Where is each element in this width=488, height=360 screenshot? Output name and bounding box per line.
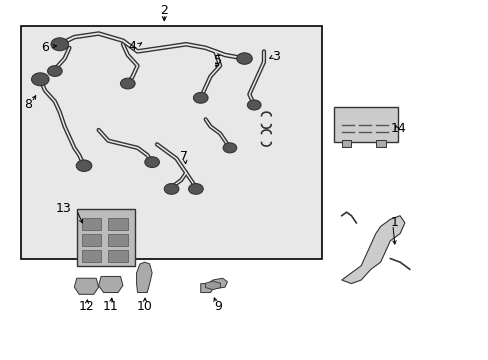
Text: 13: 13 [56, 202, 72, 215]
Text: 1: 1 [389, 216, 397, 229]
Circle shape [188, 184, 203, 194]
Bar [81, 217, 101, 230]
Text: 12: 12 [79, 300, 94, 313]
Bar [108, 234, 127, 246]
Polygon shape [136, 262, 152, 293]
Circle shape [51, 38, 68, 51]
Circle shape [76, 160, 92, 171]
Circle shape [144, 157, 159, 167]
Polygon shape [74, 278, 99, 294]
Text: 4: 4 [128, 40, 136, 53]
Polygon shape [99, 276, 122, 293]
Text: 11: 11 [102, 300, 119, 313]
Bar [21, 26, 322, 258]
Text: 7: 7 [180, 150, 187, 163]
FancyBboxPatch shape [334, 107, 397, 143]
Text: 6: 6 [41, 41, 49, 54]
Bar [375, 140, 385, 147]
Bar [77, 208, 135, 266]
Text: 2: 2 [160, 4, 168, 17]
Bar [108, 217, 127, 230]
Circle shape [236, 53, 252, 64]
Bar [81, 249, 101, 262]
Text: 5: 5 [213, 54, 221, 67]
Bar [81, 234, 101, 246]
Bar [341, 140, 351, 147]
Text: 8: 8 [24, 99, 32, 112]
Text: 10: 10 [137, 300, 152, 313]
Circle shape [31, 73, 49, 86]
Polygon shape [201, 278, 227, 293]
Circle shape [120, 78, 135, 89]
Circle shape [47, 66, 62, 76]
Bar [108, 249, 127, 262]
Polygon shape [341, 216, 404, 284]
Circle shape [247, 100, 261, 110]
Text: 3: 3 [272, 50, 280, 63]
Circle shape [223, 143, 236, 153]
Text: 14: 14 [389, 122, 406, 135]
Polygon shape [205, 281, 220, 290]
Circle shape [164, 184, 179, 194]
Text: 9: 9 [213, 300, 221, 313]
Circle shape [193, 93, 207, 103]
